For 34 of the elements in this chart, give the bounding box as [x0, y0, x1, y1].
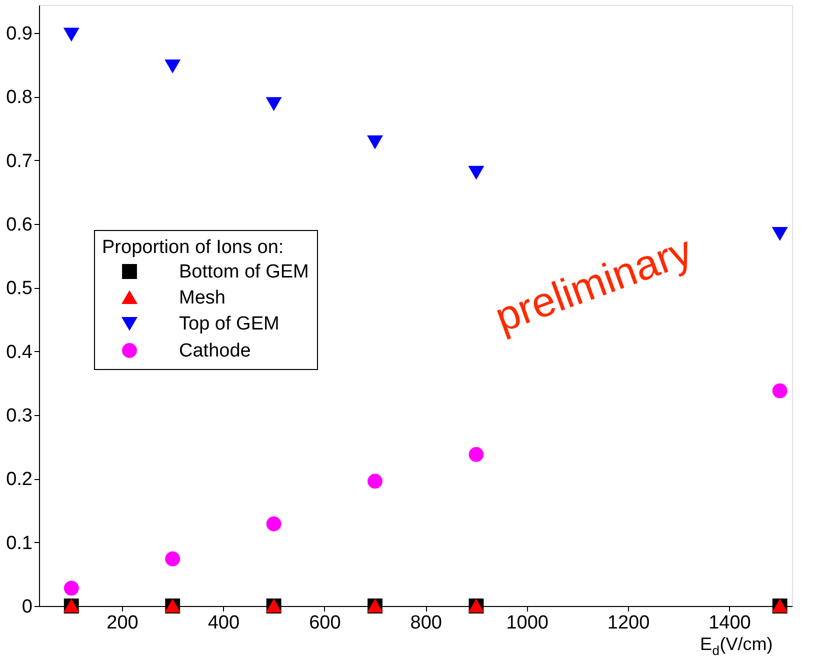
x-tick-label: 600 — [309, 612, 341, 634]
point — [772, 383, 788, 398]
y-tick-label: 0.9 — [6, 24, 32, 45]
y-tick-label: 0.1 — [6, 532, 32, 554]
point — [266, 516, 282, 532]
x-tick-label: 800 — [410, 612, 442, 634]
point — [368, 135, 382, 148]
y-tick-label: 0.3 — [6, 406, 32, 427]
point — [266, 97, 282, 110]
legend-label: Bottom of GEM — [179, 262, 309, 282]
x-tick-label: 1400 — [708, 612, 751, 634]
x-tick-label: 1200 — [607, 612, 650, 634]
point — [64, 580, 79, 596]
y-tick-label: 0.5 — [6, 278, 32, 300]
x-tick-label: 1000 — [506, 612, 548, 634]
y-tick-label: 0 — [22, 596, 32, 618]
point — [368, 474, 382, 489]
point — [468, 447, 484, 462]
point — [772, 227, 788, 240]
legend-label: Cathode — [179, 340, 251, 362]
legend-label: Top of GEM — [179, 314, 280, 334]
legend-title: Proportion of Ions on: — [102, 237, 284, 258]
legend-label: Mesh — [179, 288, 226, 308]
point — [468, 166, 484, 179]
y-tick-label: 0.8 — [6, 87, 32, 108]
x-tick-label: 400 — [208, 612, 240, 634]
point — [165, 60, 180, 73]
y-tick-label: 0.4 — [6, 342, 33, 363]
y-tick-label: 0.7 — [6, 150, 32, 172]
x-tick-label: 200 — [106, 612, 138, 634]
y-tick-label: 0.6 — [6, 214, 32, 236]
y-tick-label: 0.2 — [6, 469, 32, 490]
point — [64, 28, 79, 41]
point — [165, 551, 180, 566]
